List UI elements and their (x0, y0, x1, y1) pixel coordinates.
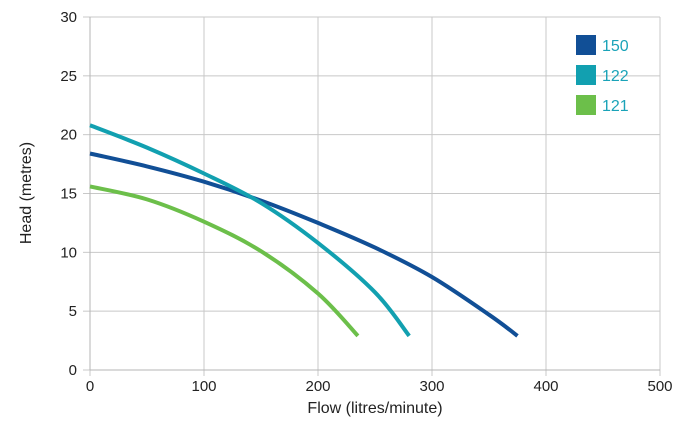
x-tick-label: 500 (647, 378, 672, 395)
series-lines (89, 123, 519, 338)
y-tick-labels: 0 5 10 15 20 25 30 (60, 9, 77, 379)
legend-label-150: 150 (602, 38, 629, 55)
legend-swatch-122 (576, 65, 596, 85)
x-tick-label: 300 (419, 378, 444, 395)
y-tick-label: 15 (60, 186, 77, 203)
y-tick-label: 25 (60, 68, 77, 85)
x-tick-label: 400 (533, 378, 558, 395)
grid-lines (90, 16, 661, 370)
x-tick-label: 0 (86, 378, 94, 395)
series-line-122 (89, 123, 411, 338)
x-tick-label: 100 (191, 378, 216, 395)
y-tick-label: 20 (60, 127, 77, 144)
legend-label-122: 122 (602, 68, 629, 85)
y-axis-title: Head (metres) (18, 142, 35, 244)
y-tick-label: 30 (60, 9, 77, 26)
x-tick-labels: 0 100 200 300 400 500 (86, 378, 673, 395)
x-axis-title: Flow (litres/minute) (307, 400, 442, 417)
legend-swatch-121 (576, 95, 596, 115)
series-line-121 (89, 184, 360, 338)
y-tick-label: 10 (60, 244, 77, 261)
y-tick-label: 5 (69, 303, 77, 320)
legend: 150 122 121 (576, 35, 629, 115)
axes (83, 16, 661, 376)
x-tick-label: 200 (305, 378, 330, 395)
legend-label-121: 121 (602, 98, 629, 115)
y-tick-label: 0 (69, 362, 77, 379)
series-line-150 (89, 151, 519, 338)
legend-swatch-150 (576, 35, 596, 55)
